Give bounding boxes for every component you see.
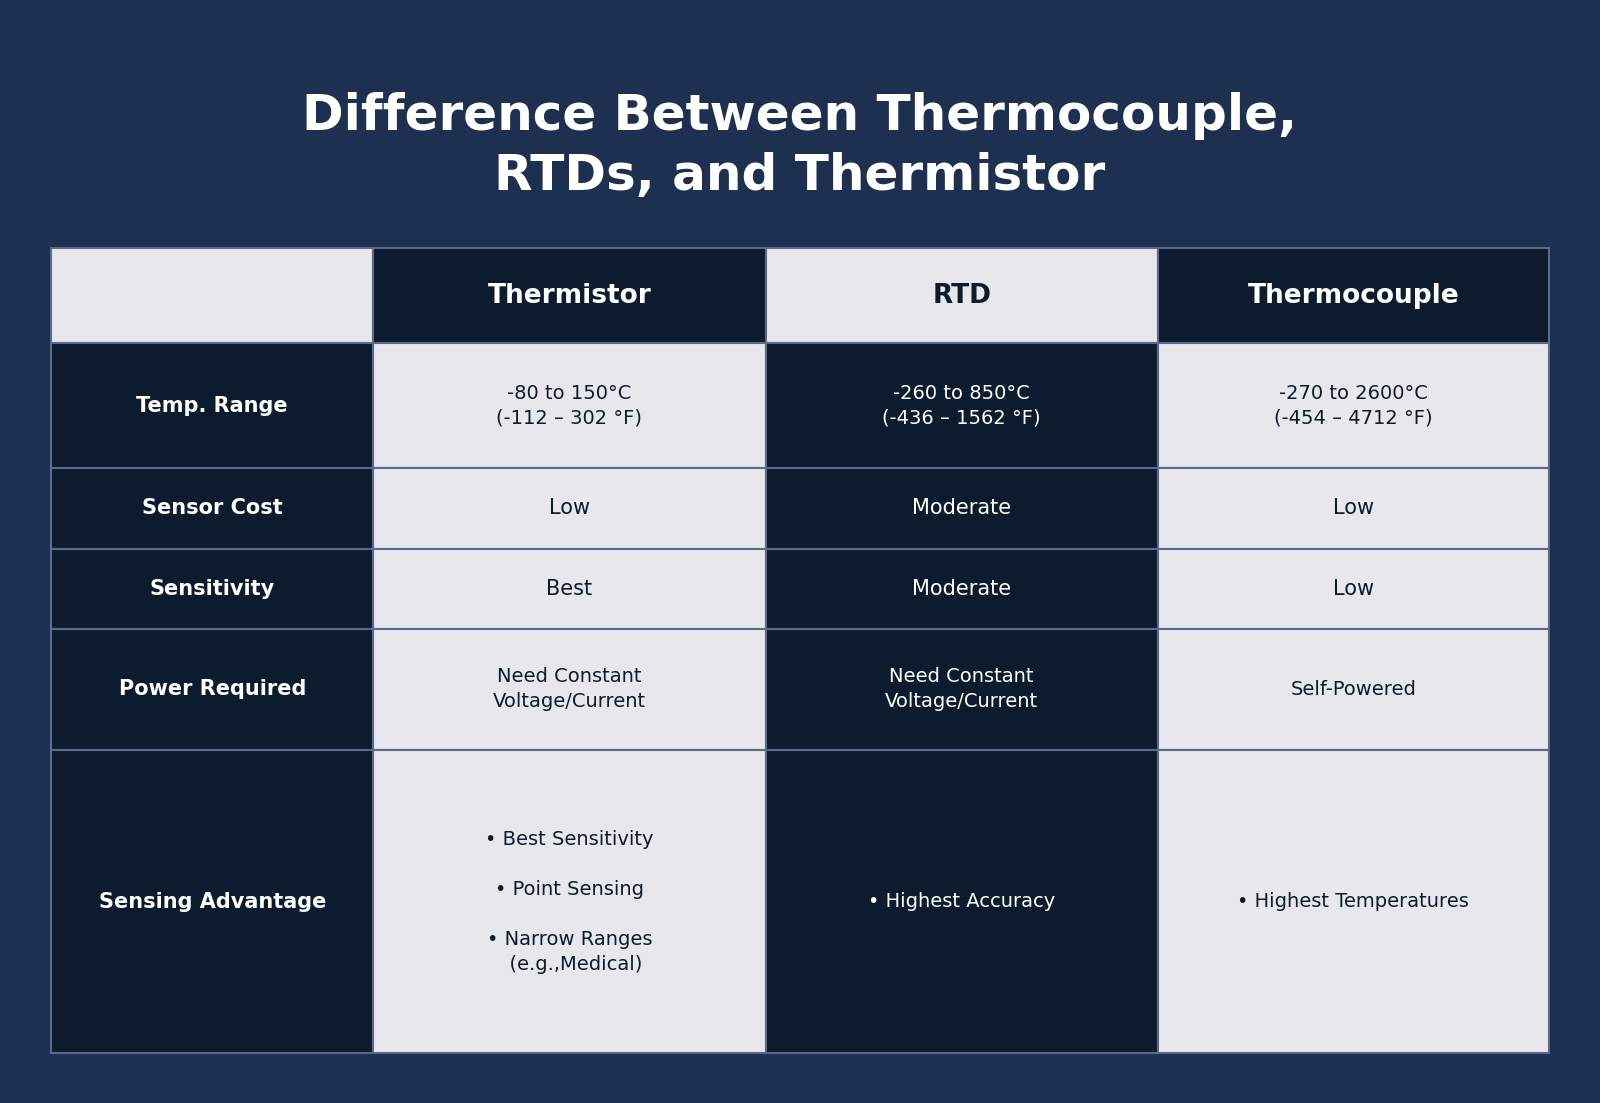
Bar [51,548,373,629]
Bar [51,343,373,468]
Bar [373,548,765,629]
Text: • Highest Temperatures: • Highest Temperatures [1237,892,1469,911]
Text: Low: Low [1333,579,1374,599]
Bar [373,468,765,548]
Bar [765,548,1158,629]
Bar [51,750,373,1053]
Bar [765,629,1158,750]
Text: Sensor Cost: Sensor Cost [142,499,283,518]
Bar [1158,343,1549,468]
Bar [1158,750,1549,1053]
Text: -270 to 2600°C
(-454 – 4712 °F): -270 to 2600°C (-454 – 4712 °F) [1274,384,1432,428]
Text: Self-Powered: Self-Powered [1291,679,1416,699]
Bar [765,468,1158,548]
Text: • Best Sensitivity

• Point Sensing

• Narrow Ranges
  (e.g.,Medical): • Best Sensitivity • Point Sensing • Nar… [485,829,654,974]
Bar [373,750,765,1053]
Text: Power Required: Power Required [118,679,306,699]
Text: Need Constant
Voltage/Current: Need Constant Voltage/Current [885,667,1038,711]
Bar [373,248,765,343]
Bar [373,343,765,468]
Text: -80 to 150°C
(-112 – 302 °F): -80 to 150°C (-112 – 302 °F) [496,384,642,428]
Bar [765,343,1158,468]
Bar [1158,548,1549,629]
Text: Moderate: Moderate [912,579,1011,599]
Bar [765,248,1158,343]
Bar [373,629,765,750]
Text: • Highest Accuracy: • Highest Accuracy [869,892,1056,911]
Bar [51,629,373,750]
Bar [51,468,373,548]
Text: -260 to 850°C
(-436 – 1562 °F): -260 to 850°C (-436 – 1562 °F) [883,384,1042,428]
Text: Low: Low [549,499,590,518]
Text: Low: Low [1333,499,1374,518]
Text: Thermocouple: Thermocouple [1248,282,1459,309]
Text: Thermistor: Thermistor [488,282,651,309]
Text: Difference Between Thermocouple,: Difference Between Thermocouple, [302,92,1298,140]
Bar [51,248,373,343]
Text: Need Constant
Voltage/Current: Need Constant Voltage/Current [493,667,646,711]
Bar [765,750,1158,1053]
Bar [1158,629,1549,750]
Text: Sensitivity: Sensitivity [149,579,275,599]
Bar [1158,248,1549,343]
Text: RTDs, and Thermistor: RTDs, and Thermistor [494,152,1106,201]
Text: Moderate: Moderate [912,499,1011,518]
Bar [1158,468,1549,548]
Text: Best: Best [546,579,592,599]
Text: RTD: RTD [933,282,992,309]
Text: Temp. Range: Temp. Range [136,396,288,416]
Text: Sensing Advantage: Sensing Advantage [99,891,326,911]
